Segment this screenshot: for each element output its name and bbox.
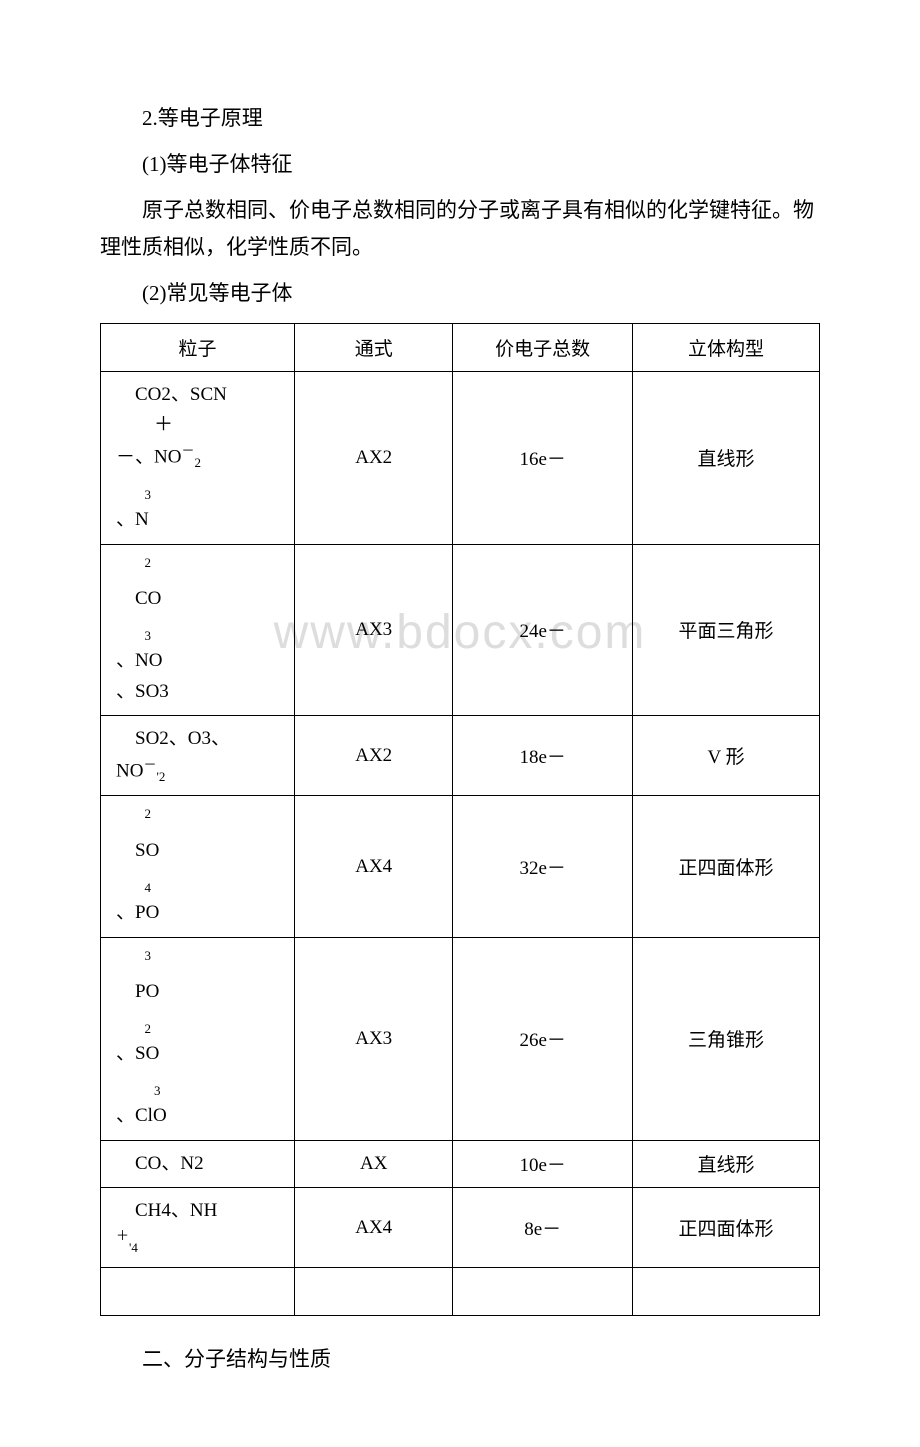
table-cell-shape: 正四面体形 xyxy=(633,796,820,937)
table-cell-particle: 3 PO 2、SO 3、ClO xyxy=(101,937,295,1140)
table-cell-shape: V 形 xyxy=(633,716,820,796)
table-cell-shape: 直线形 xyxy=(633,371,820,544)
table-row: CO2、SCN ＋－、NO－2 3、N AX2 16e－ 直线形 xyxy=(101,371,820,544)
table-row xyxy=(101,1268,820,1315)
table-cell-particle: SO2、O3、NO－'2 xyxy=(101,716,295,796)
table-cell-electrons: 24e－ xyxy=(453,544,633,715)
body-text-1: 原子总数相同、价电子总数相同的分子或离子具有相似的化学键特征。物理性质相似，化学… xyxy=(100,192,820,268)
isoelectronic-table: 粒子 通式 价电子总数 立体构型 CO2、SCN ＋－、NO－2 3、N AX2… xyxy=(100,323,820,1316)
heading-2: 2.等电子原理 xyxy=(100,100,820,138)
subheading-1: (1)等电子体特征 xyxy=(100,146,820,184)
table-header-cell: 立体构型 xyxy=(633,323,820,371)
table-cell-formula: AX2 xyxy=(295,716,453,796)
table-cell-formula: AX4 xyxy=(295,796,453,937)
table-row: SO2、O3、NO－'2 AX2 18e－ V 形 xyxy=(101,716,820,796)
table-row: 3 PO 2、SO 3、ClO AX3 26e－ 三角锥形 xyxy=(101,937,820,1140)
table-header-cell: 价电子总数 xyxy=(453,323,633,371)
table-cell-formula: AX2 xyxy=(295,371,453,544)
table-cell-shape: 正四面体形 xyxy=(633,1188,820,1268)
table-cell-electrons xyxy=(453,1268,633,1315)
table-cell-particle: 2 CO 3、NO、SO3 xyxy=(101,544,295,715)
table-cell-shape xyxy=(633,1268,820,1315)
table-cell-particle xyxy=(101,1268,295,1315)
table-cell-particle: 2 SO 4、PO xyxy=(101,796,295,937)
table-cell-electrons: 18e－ xyxy=(453,716,633,796)
table-cell-shape: 平面三角形 xyxy=(633,544,820,715)
table-cell-particle: CH4、NH＋'4 xyxy=(101,1188,295,1268)
table-row: 2 CO 3、NO、SO3 AX3 24e－ 平面三角形 xyxy=(101,544,820,715)
table-cell-electrons: 32e－ xyxy=(453,796,633,937)
table-cell-shape: 三角锥形 xyxy=(633,937,820,1140)
table-cell-formula xyxy=(295,1268,453,1315)
table-cell-electrons: 16e－ xyxy=(453,371,633,544)
table-header-cell: 粒子 xyxy=(101,323,295,371)
table-cell-formula: AX3 xyxy=(295,544,453,715)
subheading-2: (2)常见等电子体 xyxy=(100,275,820,313)
table-cell-particle: CO、N2 xyxy=(101,1140,295,1187)
table-row: CH4、NH＋'4 AX4 8e－ 正四面体形 xyxy=(101,1188,820,1268)
table-cell-particle: CO2、SCN ＋－、NO－2 3、N xyxy=(101,371,295,544)
table-header-cell: 通式 xyxy=(295,323,453,371)
table-cell-formula: AX3 xyxy=(295,937,453,1140)
document-content: 2.等电子原理 (1)等电子体特征 原子总数相同、价电子总数相同的分子或离子具有… xyxy=(100,100,820,1379)
table-cell-formula: AX4 xyxy=(295,1188,453,1268)
table-cell-electrons: 26e－ xyxy=(453,937,633,1140)
table-row: CO、N2 AX 10e－ 直线形 xyxy=(101,1140,820,1187)
heading-section-2: 二、分子结构与性质 xyxy=(100,1341,820,1379)
table-cell-formula: AX xyxy=(295,1140,453,1187)
table-cell-electrons: 8e－ xyxy=(453,1188,633,1268)
table-cell-electrons: 10e－ xyxy=(453,1140,633,1187)
table-header-row: 粒子 通式 价电子总数 立体构型 xyxy=(101,323,820,371)
table-cell-shape: 直线形 xyxy=(633,1140,820,1187)
table-row: 2 SO 4、PO AX4 32e－ 正四面体形 xyxy=(101,796,820,937)
